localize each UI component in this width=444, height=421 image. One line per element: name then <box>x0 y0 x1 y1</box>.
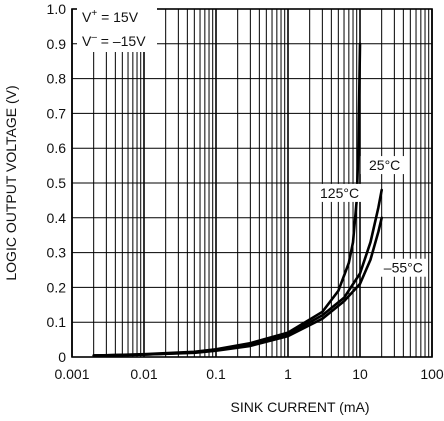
x-tick-label: 100 <box>420 366 444 382</box>
x-tick-label: 1 <box>284 366 292 382</box>
y-axis-title: LOGIC OUTPUT VOLTAGE (V) <box>3 85 19 280</box>
series-line <box>92 216 383 357</box>
x-tick-label: 0.01 <box>130 366 157 382</box>
y-tick-label: 0.5 <box>47 175 67 191</box>
y-tick-label: 0.9 <box>47 36 67 52</box>
y-tick-label: 0.4 <box>47 210 67 226</box>
y-tick-label: 0.8 <box>47 71 67 87</box>
grid-layer: 0.001 0.01 0.1 1 10 100 0 0.1 0.2 0.3 0.4 0.5 0.6 0.7… <box>47 1 444 382</box>
plot-frame <box>71 8 433 358</box>
y-tick-label: 0.2 <box>47 279 67 295</box>
conditions-box <box>77 4 157 52</box>
series-label: –55°C <box>384 260 423 276</box>
series-label-bg <box>315 183 364 202</box>
x-tick-label: 0.1 <box>206 366 226 382</box>
series-label-bg <box>379 258 428 277</box>
condition-vplus: V+ = 15V <box>82 8 139 25</box>
series-label: 125°C <box>320 185 359 201</box>
x-tick-label: 0.001 <box>54 366 89 382</box>
y-tick-label: 1.0 <box>47 1 67 17</box>
y-tick-label: 0 <box>58 349 66 365</box>
label-layer: V+ = 15V V– = –15V 125°C 25°C –55°C <box>77 4 428 277</box>
y-tick-label: 0.7 <box>47 105 67 121</box>
series-label: 25°C <box>369 157 400 173</box>
x-tick-label: 10 <box>352 366 368 382</box>
condition-vminus: V– = –15V <box>82 32 146 49</box>
series-label-bg <box>360 156 409 175</box>
y-tick-label: 0.3 <box>47 245 67 261</box>
x-axis-title: SINK CURRENT (mA) <box>231 399 370 415</box>
y-tick-label: 0.1 <box>47 314 67 330</box>
y-tick-label: 0.6 <box>47 140 67 156</box>
